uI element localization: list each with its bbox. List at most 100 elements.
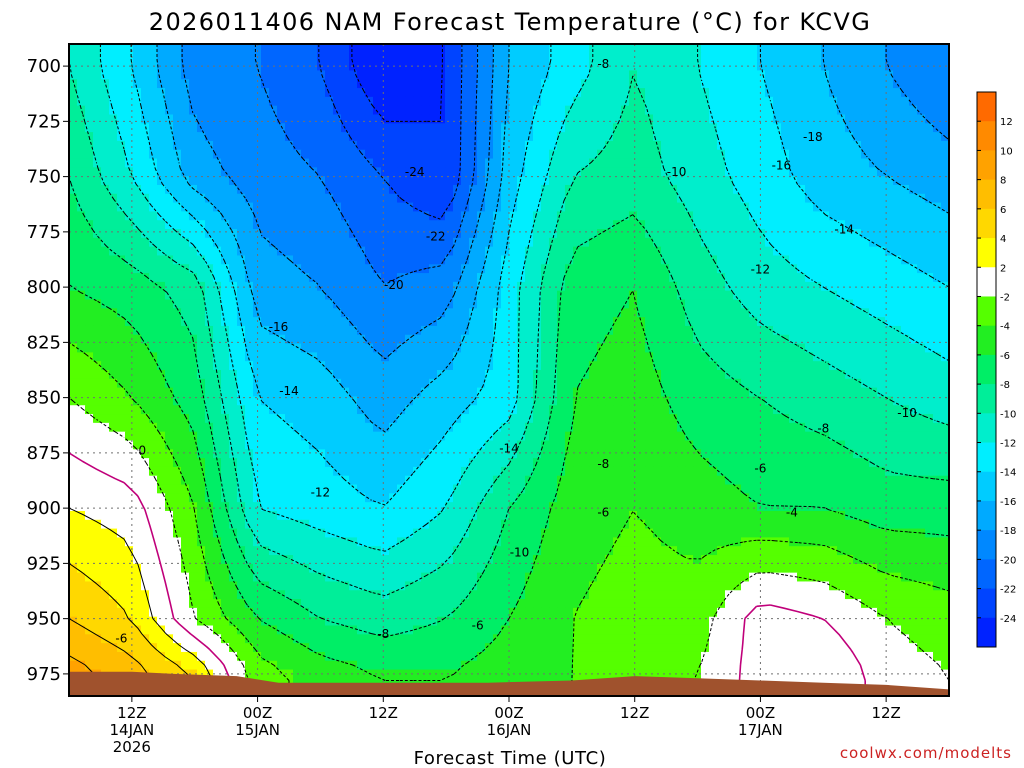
field-cell (365, 361, 374, 371)
field-cell (869, 414, 878, 424)
field-cell (749, 317, 758, 327)
field-cell (621, 414, 630, 424)
field-cell (781, 158, 790, 168)
field-cell (77, 202, 86, 212)
field-cell (597, 352, 606, 362)
field-cell (373, 431, 382, 442)
field-cell (677, 387, 686, 398)
field-cell (517, 211, 526, 221)
field-cell (309, 317, 318, 327)
field-cell (885, 88, 894, 98)
field-cell (133, 193, 142, 204)
field-cell (109, 334, 118, 345)
field-cell (437, 264, 446, 274)
field-cell (757, 211, 766, 221)
field-cell (149, 114, 158, 124)
field-cell (501, 273, 510, 283)
field-cell (461, 317, 470, 327)
field-cell (365, 264, 374, 274)
field-cell (685, 70, 694, 80)
field-cell (701, 184, 710, 195)
field-cell (925, 264, 934, 274)
field-cell (869, 370, 878, 380)
field-cell (757, 370, 766, 380)
field-cell (693, 96, 702, 107)
field-cell (541, 308, 550, 318)
field-cell (581, 79, 590, 89)
field-cell (93, 132, 102, 142)
field-cell (413, 193, 422, 204)
field-cell (293, 202, 302, 212)
field-cell (405, 273, 414, 283)
field-cell (317, 378, 326, 389)
field-cell (317, 70, 326, 80)
field-cell (829, 343, 838, 353)
field-cell (157, 220, 166, 230)
field-cell (861, 79, 870, 89)
field-cell (789, 149, 798, 160)
field-cell (757, 70, 766, 80)
field-cell (589, 105, 598, 116)
field-cell (501, 61, 510, 72)
field-cell (837, 44, 846, 54)
field-cell (693, 281, 702, 292)
field-cell (437, 140, 446, 151)
field-cell (565, 264, 574, 274)
field-cell (77, 308, 86, 318)
field-cell (781, 343, 790, 353)
field-cell (477, 149, 486, 160)
field-cell (773, 334, 782, 345)
field-cell (125, 123, 134, 133)
field-cell (229, 202, 238, 212)
field-cell (229, 167, 238, 177)
field-cell (125, 44, 134, 54)
field-cell (501, 211, 510, 221)
field-cell (605, 246, 614, 257)
field-cell (453, 422, 462, 433)
field-cell (597, 246, 606, 257)
field-cell (845, 281, 854, 292)
field-cell (85, 370, 94, 380)
field-cell (221, 343, 230, 353)
field-cell (69, 220, 78, 230)
field-cell (773, 431, 782, 442)
field-cell (77, 167, 86, 177)
field-cell (293, 370, 302, 380)
field-cell (101, 140, 110, 151)
field-cell (701, 378, 710, 389)
field-cell (669, 123, 678, 133)
field-cell (77, 405, 86, 415)
field-cell (189, 96, 198, 107)
field-cell (365, 317, 374, 327)
field-cell (205, 414, 214, 424)
field-cell (757, 378, 766, 389)
field-cell (149, 361, 158, 371)
field-cell (613, 361, 622, 371)
field-cell (141, 343, 150, 353)
field-cell (349, 167, 358, 177)
field-cell (213, 264, 222, 274)
field-cell (445, 88, 454, 98)
field-cell (749, 193, 758, 204)
field-cell (453, 396, 462, 406)
field-cell (885, 396, 894, 406)
field-cell (525, 378, 534, 389)
field-cell (789, 114, 798, 124)
field-cell (701, 290, 710, 301)
field-cell (349, 361, 358, 371)
field-cell (725, 105, 734, 116)
field-cell (581, 193, 590, 204)
field-cell (421, 184, 430, 195)
field-cell (549, 176, 558, 186)
field-cell (637, 352, 646, 362)
field-cell (77, 88, 86, 98)
field-cell (485, 105, 494, 116)
field-cell (941, 229, 949, 239)
field-cell (893, 114, 902, 124)
field-cell (701, 105, 710, 116)
field-cell (717, 325, 726, 336)
field-cell (677, 211, 686, 221)
field-cell (229, 325, 238, 336)
field-cell (853, 370, 862, 380)
field-cell (285, 361, 294, 371)
